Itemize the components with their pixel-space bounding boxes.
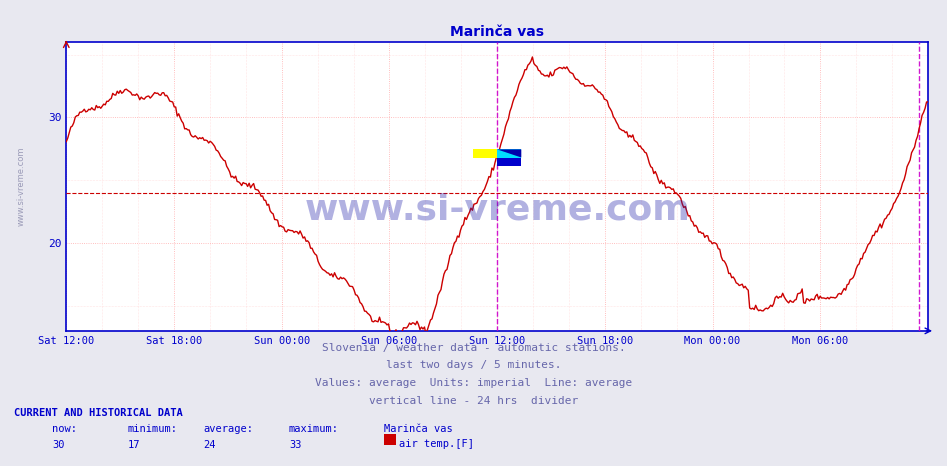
Text: CURRENT AND HISTORICAL DATA: CURRENT AND HISTORICAL DATA [14, 408, 183, 418]
FancyBboxPatch shape [497, 158, 521, 165]
Text: maximum:: maximum: [289, 424, 339, 434]
Text: air temp.[F]: air temp.[F] [399, 439, 474, 449]
Text: now:: now: [52, 424, 77, 434]
Text: 33: 33 [289, 440, 301, 450]
Text: Values: average  Units: imperial  Line: average: Values: average Units: imperial Line: av… [314, 378, 633, 388]
Text: vertical line - 24 hrs  divider: vertical line - 24 hrs divider [369, 396, 578, 405]
Text: last two days / 5 minutes.: last two days / 5 minutes. [385, 360, 562, 370]
Text: average:: average: [204, 424, 254, 434]
Text: 24: 24 [204, 440, 216, 450]
Text: 17: 17 [128, 440, 140, 450]
Title: Marinča vas: Marinča vas [450, 25, 545, 40]
Text: Marinča vas: Marinča vas [384, 424, 453, 434]
Text: Slovenia / weather data - automatic stations.: Slovenia / weather data - automatic stat… [322, 343, 625, 352]
Polygon shape [497, 150, 521, 158]
FancyBboxPatch shape [497, 150, 521, 158]
Text: 30: 30 [52, 440, 64, 450]
Text: www.si-vreme.com: www.si-vreme.com [17, 147, 26, 226]
FancyBboxPatch shape [474, 150, 497, 158]
Text: www.si-vreme.com: www.si-vreme.com [304, 192, 690, 226]
Text: minimum:: minimum: [128, 424, 178, 434]
